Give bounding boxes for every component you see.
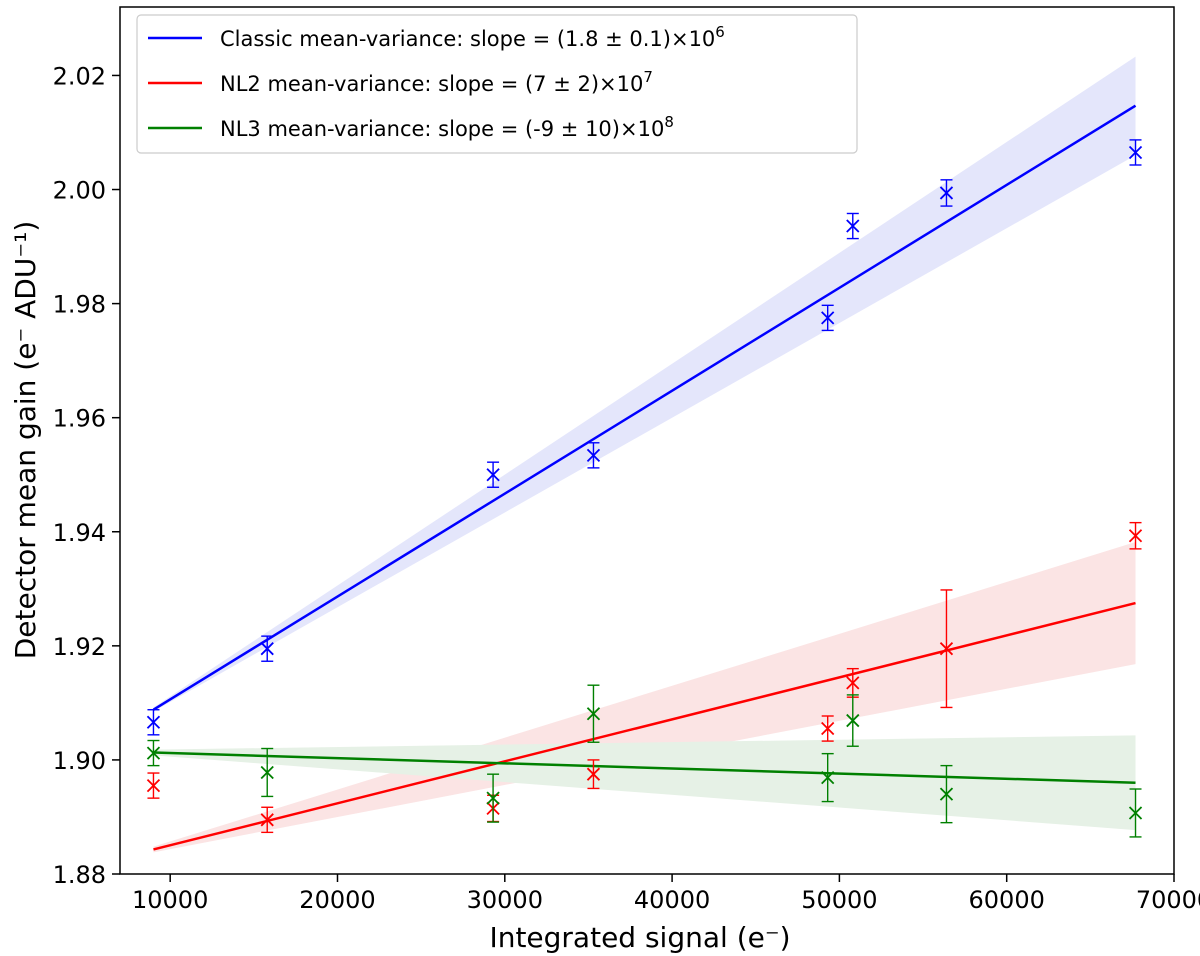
x-marker [260, 642, 274, 656]
x-marker [586, 448, 601, 462]
data-point [146, 739, 161, 767]
x-marker [821, 721, 835, 736]
data-point [146, 772, 161, 799]
legend-label-1: Classic mean-variance: slope = (1.8 ± 0.… [220, 23, 725, 51]
y-axis-title: Detector mean gain (e⁻ ADU⁻¹) [9, 221, 42, 660]
y-tick-label: 1.96 [53, 405, 106, 433]
x-marker [146, 715, 161, 729]
x-marker [260, 813, 274, 827]
x-marker [486, 468, 500, 482]
x-marker [1128, 145, 1143, 160]
data-point [146, 709, 161, 736]
fit-lines [152, 104, 1137, 851]
x-marker [1128, 529, 1143, 543]
fit-line-3 [153, 751, 1136, 784]
data-point [821, 752, 835, 803]
data-point [939, 179, 954, 207]
x-marker [821, 311, 835, 325]
legend-label-2: NL2 mean-variance: slope = (7 ± 2)×107 [220, 68, 653, 96]
x-tick-label: 60000 [969, 886, 1045, 914]
data-point [1128, 521, 1143, 550]
confidence-bands [153, 56, 1136, 853]
data-point [486, 461, 500, 488]
x-marker [586, 707, 601, 721]
y-tick-label: 1.98 [53, 291, 106, 319]
y-axis-ticks: 1.88 1.90 1.92 1.94 1.96 1.98 2.00 2.02 [53, 62, 120, 889]
data-point [939, 589, 954, 709]
x-axis-title: Integrated signal (e⁻) [489, 921, 790, 954]
y-tick-label: 1.90 [53, 747, 106, 775]
x-marker [846, 219, 860, 233]
confidence-band-2 [153, 542, 1136, 853]
legend-box [136, 14, 858, 154]
x-tick-label: 50000 [801, 886, 877, 914]
y-tick-label: 1.88 [53, 861, 106, 889]
fit-line-2 [153, 601, 1136, 851]
x-tick-label: 70000 [1136, 886, 1200, 914]
legend-exponent: 6 [715, 23, 725, 41]
fit-line-1 [152, 104, 1137, 711]
y-tick-label: 2.02 [53, 62, 106, 90]
data-point [1128, 139, 1143, 166]
x-marker [586, 767, 601, 781]
x-marker [846, 713, 860, 728]
x-marker [486, 791, 500, 805]
data-point [939, 764, 954, 824]
data-point [1128, 788, 1143, 838]
legend-label-3: NL3 mean-variance: slope = (-9 ± 10)×108 [220, 113, 674, 141]
x-tick-label: 10000 [132, 886, 208, 914]
x-marker [146, 746, 161, 760]
data-point [846, 212, 860, 240]
x-marker [821, 770, 835, 785]
x-marker [1128, 806, 1143, 820]
x-tick-label: 40000 [634, 886, 710, 914]
x-marker [260, 765, 274, 780]
x-marker [939, 642, 954, 656]
data-point [586, 759, 601, 790]
data-point [260, 747, 274, 798]
y-tick-label: 1.92 [53, 633, 106, 661]
data-point [846, 694, 860, 747]
data-points [146, 139, 1143, 838]
x-marker [939, 186, 954, 200]
data-point [821, 304, 835, 332]
confidence-band-1 [153, 56, 1136, 712]
legend: Classic mean-variance: slope = (1.8 ± 0.… [136, 14, 858, 154]
legend-exponent: 8 [664, 113, 674, 131]
x-marker [846, 676, 860, 690]
data-point [260, 806, 274, 834]
x-marker [146, 778, 161, 793]
x-tick-label: 20000 [299, 886, 375, 914]
data-point [486, 773, 500, 823]
legend-exponent: 7 [643, 68, 653, 86]
data-point [586, 442, 601, 469]
data-point [821, 715, 835, 742]
x-axis-ticks: 10000 20000 30000 40000 50000 60000 70000 [132, 874, 1200, 914]
x-tick-label: 30000 [467, 886, 543, 914]
y-tick-label: 1.94 [53, 519, 106, 547]
data-point [586, 684, 601, 743]
x-marker [939, 787, 954, 801]
plot-frame [119, 6, 1175, 875]
data-point [260, 635, 274, 662]
y-tick-label: 2.00 [53, 177, 106, 205]
